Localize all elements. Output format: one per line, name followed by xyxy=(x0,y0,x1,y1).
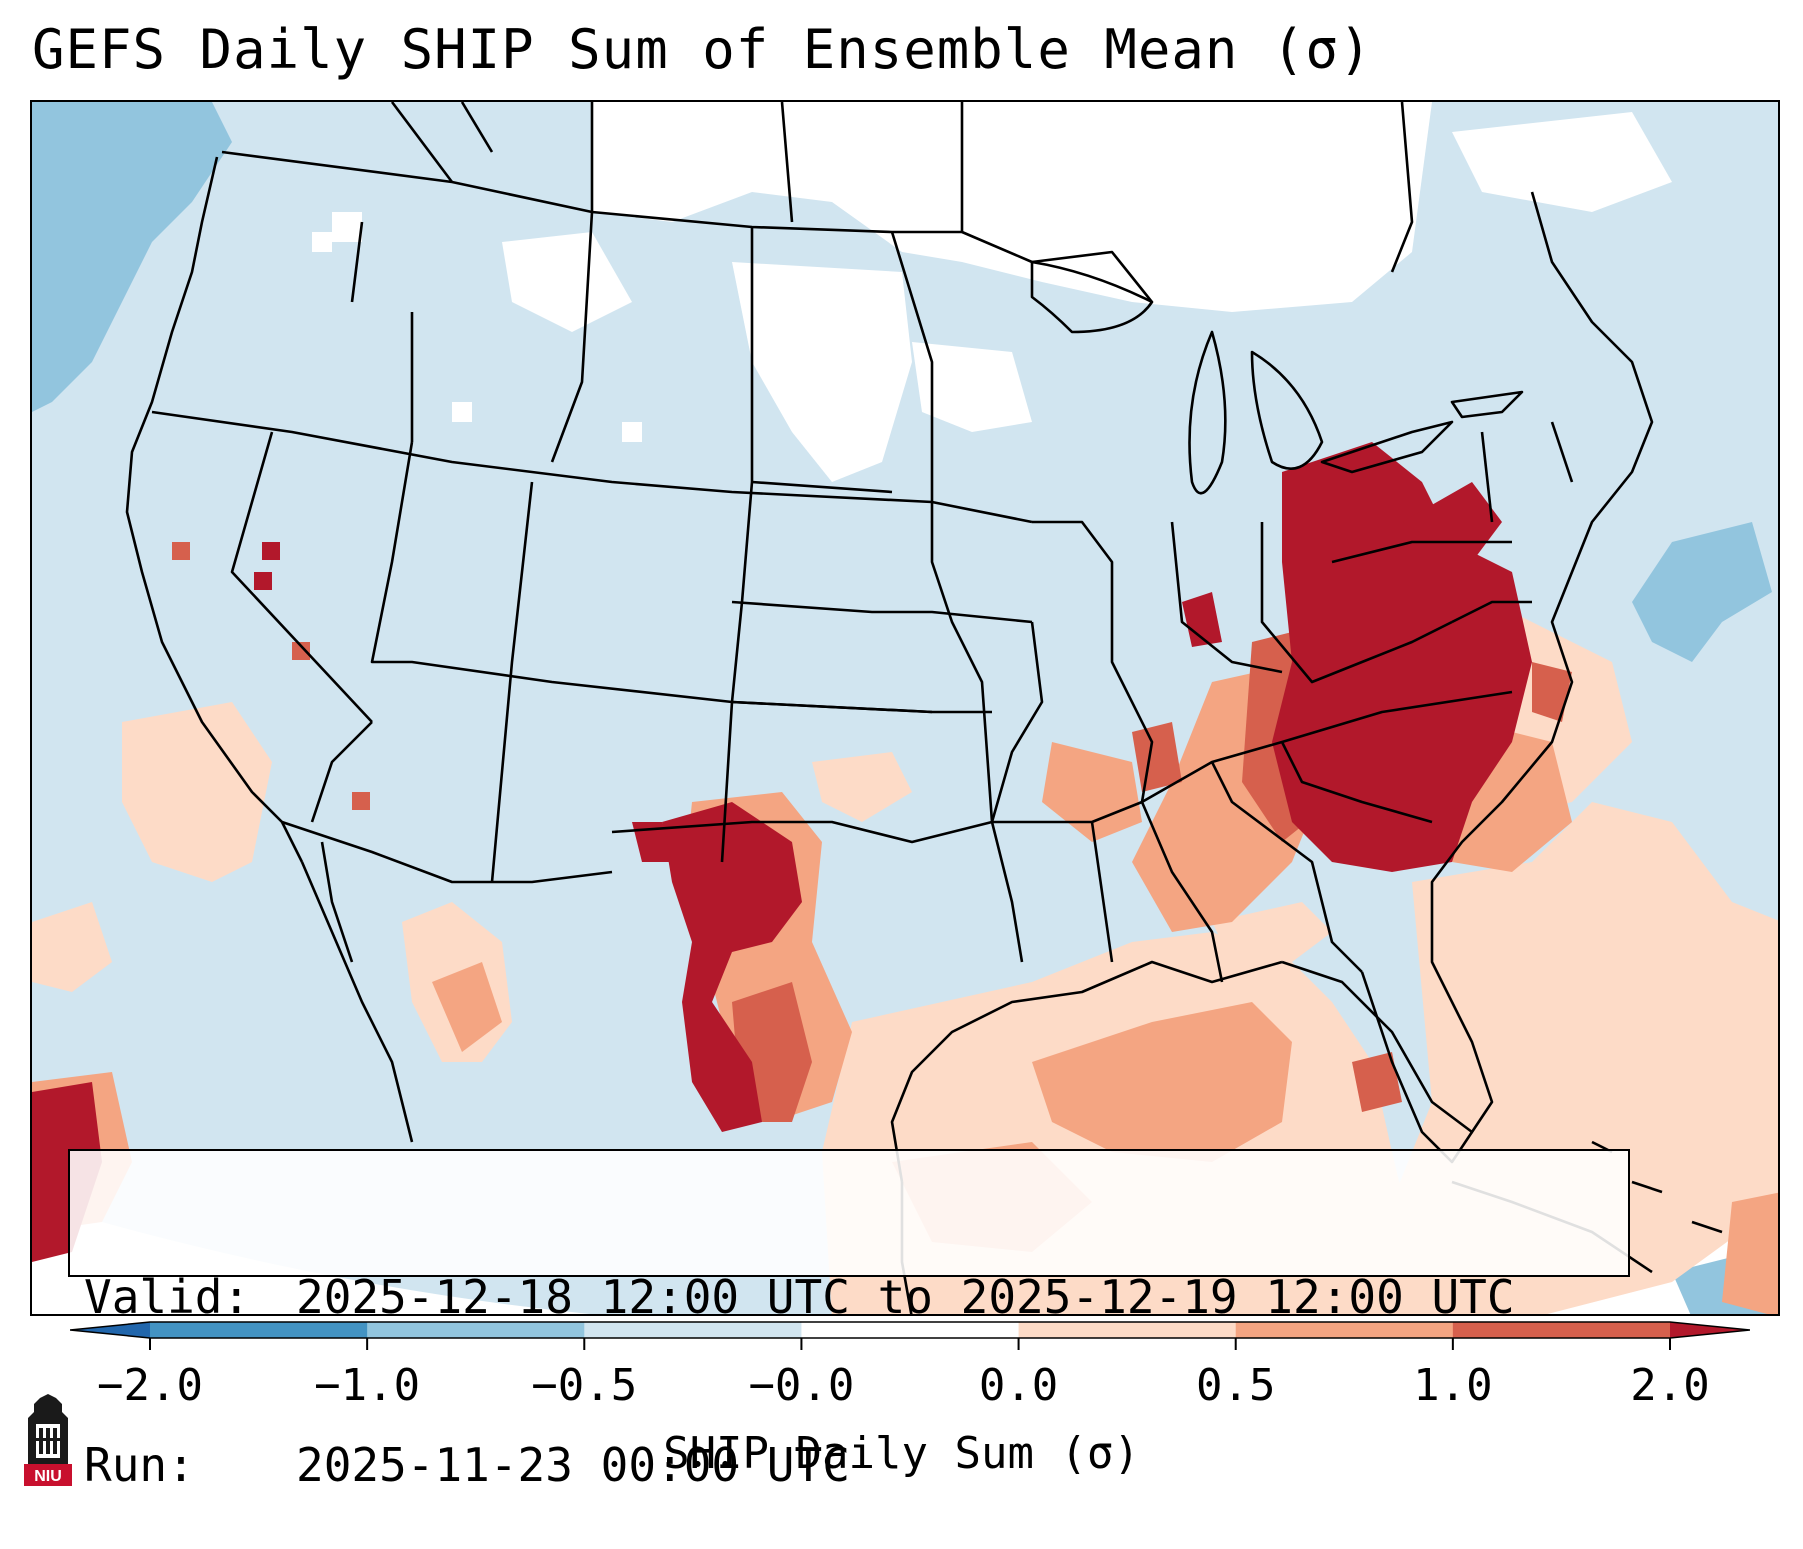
colorbar-bins xyxy=(150,1322,1671,1338)
valid-row: Valid: 2025-12-18 12:00 UTC to 2025-12-19… xyxy=(84,1269,1614,1325)
colorbar xyxy=(70,1321,1750,1350)
run-row: Run: 2025-11-23 00:00 UTC xyxy=(84,1437,1614,1493)
colorbar-bin xyxy=(801,1322,1020,1338)
colorbar-title: SHIP Daily Sum (σ) xyxy=(663,1428,1140,1479)
niu-logo: NIU xyxy=(20,1394,76,1494)
university-building-icon: NIU xyxy=(24,1394,72,1486)
chart-title: GEFS Daily SHIP Sum of Ensemble Mean (σ) xyxy=(32,18,1373,81)
map-canvas xyxy=(32,102,1778,1314)
run-label: Run: xyxy=(84,1438,195,1492)
colorbar-ticks xyxy=(149,1338,1671,1350)
map-panel xyxy=(30,100,1780,1316)
colorbar-tick-label: 0.0 xyxy=(978,1360,1059,1411)
colorbar-tick-label: 1.0 xyxy=(1413,1360,1493,1411)
colorbar-bin xyxy=(584,1322,802,1338)
colorbar-tick-label: −0.5 xyxy=(531,1360,638,1411)
boundary-lines xyxy=(125,102,1723,1314)
colorbar-over-arrow xyxy=(1670,1322,1750,1338)
colorbar-tick-label: 2.0 xyxy=(1630,1360,1710,1411)
colorbar-tick-label: −2.0 xyxy=(97,1360,203,1411)
positive-anomaly-medium xyxy=(32,662,1778,1314)
logo-text: NIU xyxy=(34,1468,62,1485)
projection-edge-left xyxy=(32,1202,590,1314)
colorbar-outline xyxy=(70,1321,1750,1339)
colorbar-bin xyxy=(150,1322,368,1338)
colorbar-tick-label: −0.0 xyxy=(748,1360,855,1411)
run-value: 2025-11-23 00:00 UTC xyxy=(296,1438,850,1492)
colorbar-bin xyxy=(1452,1322,1671,1338)
valid-value: 2025-12-18 12:00 UTC to 2025-12-19 12:00… xyxy=(296,1270,1515,1324)
near-zero-regions xyxy=(312,102,1672,482)
logo-band xyxy=(24,1464,72,1486)
colorbar-bin xyxy=(367,1322,585,1338)
colorbar-bin xyxy=(1235,1322,1454,1338)
colorbar-tick-label: 0.5 xyxy=(1195,1360,1276,1411)
valid-label: Valid: xyxy=(84,1270,251,1324)
validity-info-box: Valid: 2025-12-18 12:00 UTC to 2025-12-19… xyxy=(68,1149,1630,1492)
colorbar-bin xyxy=(1018,1322,1237,1338)
colorbar-under-arrow xyxy=(70,1322,150,1338)
colorbar-tick-label: −1.0 xyxy=(314,1360,421,1411)
